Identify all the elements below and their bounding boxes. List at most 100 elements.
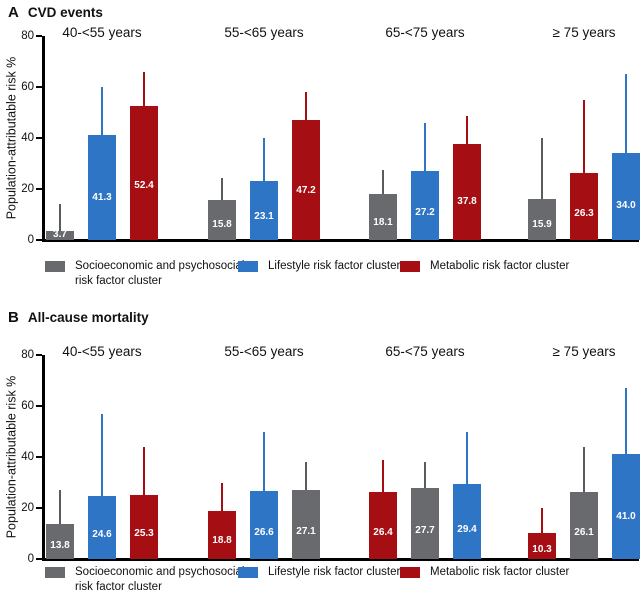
bar-lifestyle: [612, 454, 640, 559]
age-group-label: 65-<75 years: [385, 344, 465, 359]
legend-swatch-metabolic: [400, 567, 420, 578]
bar-value-label: 26.1: [574, 527, 594, 539]
legend-label: Metabolic risk factor cluster: [430, 260, 570, 272]
error-bar: [541, 138, 543, 200]
y-tick-label: 20: [21, 183, 34, 195]
bar-value-label: 25.3: [134, 527, 154, 539]
legend-swatch-metabolic: [400, 261, 420, 272]
error-bar: [143, 71, 145, 107]
bar-lifestyle: [612, 153, 640, 240]
bar-cluster: 13.8 24.6 25.3: [46, 355, 158, 559]
y-tick-mark: [36, 507, 42, 509]
bar-lifestyle: [453, 484, 481, 559]
bar-value-label: 18.8: [212, 534, 232, 546]
bar-value-label: 27.2: [415, 206, 435, 218]
bar-value-label: 41.3: [92, 191, 112, 203]
y-tick-mark: [36, 456, 42, 458]
bar-value-label: 41.0: [616, 511, 636, 523]
error-bar: [466, 431, 468, 485]
bar-value-label: 18.1: [373, 216, 393, 228]
bar-value-label: 27.1: [296, 525, 316, 537]
bar-socioeconomic: [46, 523, 74, 559]
bar-slot-metabolic: 52.4: [130, 36, 158, 240]
y-tick-label: 20: [21, 502, 34, 514]
panel-cvd-events: A CVD events Population-attributable ris…: [0, 4, 640, 295]
bar-cluster: 18.1 27.2 37.8: [369, 36, 481, 240]
bar-slot-socioeconomic: 15.8: [208, 36, 236, 240]
y-tick-mark: [36, 239, 42, 241]
error-bar: [59, 490, 61, 524]
y-tick-label: 80: [21, 30, 34, 42]
bar-value-label: 15.9: [532, 218, 552, 230]
error-bar: [263, 138, 265, 182]
error-bar: [541, 508, 543, 533]
bar-slot-lifestyle: 24.6: [88, 355, 116, 559]
bar-slot-socioeconomic: 15.9: [528, 36, 556, 240]
error-bar: [221, 482, 223, 512]
bar-metabolic: [130, 494, 158, 559]
bar-slot-socioeconomic: 27.7: [411, 355, 439, 559]
y-tick-mark: [36, 35, 42, 37]
bar-value-label: 15.8: [212, 219, 232, 231]
bar-lifestyle: [88, 496, 116, 559]
bar-slot-lifestyle: 27.2: [411, 36, 439, 240]
bar-socioeconomic: [528, 199, 556, 240]
legend-item-metabolic: Metabolic risk factor cluster: [400, 565, 569, 580]
y-tick-label: 80: [21, 349, 34, 361]
age-group: 65-<75 years 26.4 27.7 29.4: [369, 344, 481, 559]
y-tick-mark: [36, 137, 42, 139]
error-bar: [382, 169, 384, 194]
bar-slot-metabolic: 18.8: [208, 355, 236, 559]
error-bar: [59, 204, 61, 231]
bar-slot-socioeconomic: 3.7: [46, 36, 74, 240]
bar-socioeconomic: [292, 489, 320, 559]
legend-label: Lifestyle risk factor cluster: [268, 566, 401, 578]
panel-title-text: CVD events: [27, 5, 103, 20]
bar-metabolic: [528, 532, 556, 559]
error-bar: [382, 459, 384, 492]
plot-area: 40-<55 years 13.8 24.6 25.3 55-<65 years 18.8…: [42, 344, 640, 561]
bar-value-label: 34.0: [616, 199, 636, 211]
bar-value-label: 26.4: [373, 526, 393, 538]
age-group: 55-<65 years 18.8 26.6 27.1: [208, 344, 320, 559]
y-tick-mark: [36, 558, 42, 560]
bar-lifestyle: [250, 491, 278, 559]
plot-area: 40-<55 years 3.7 41.3 52.4 55-<65 years 15.8 2…: [42, 25, 640, 242]
bar-cluster: 18.8 26.6 27.1: [208, 355, 320, 559]
bar-slot-lifestyle: 41.0: [612, 355, 640, 559]
age-group: 40-<55 years 13.8 24.6 25.3: [46, 344, 158, 559]
x-axis-line: [42, 558, 639, 561]
age-group-label: ≥ 75 years: [552, 344, 616, 359]
y-tick-label: 0: [27, 553, 34, 565]
bar-value-label: 10.3: [532, 543, 552, 555]
bar-value-label: 26.3: [574, 207, 594, 219]
bar-slot-lifestyle: 23.1: [250, 36, 278, 240]
bar-slot-socioeconomic: 18.1: [369, 36, 397, 240]
legend-label: Lifestyle risk factor cluster: [268, 260, 401, 272]
legend: Socioeconomic and psychosocial risk facto…: [0, 259, 640, 295]
bar-socioeconomic: [208, 199, 236, 240]
legend-label: Metabolic risk factor cluster: [430, 566, 570, 578]
legend-item-socioeconomic: Socioeconomic and psychosocial risk facto…: [45, 565, 244, 595]
y-axis: 0 20 40 60 80: [0, 349, 42, 565]
bar-slot-socioeconomic: 27.1: [292, 355, 320, 559]
bar-slot-metabolic: 10.3: [528, 355, 556, 559]
error-bar: [263, 431, 265, 492]
bar-value-label: 29.4: [457, 523, 477, 535]
y-tick-mark: [36, 354, 42, 356]
bar-slot-metabolic: 47.2: [292, 36, 320, 240]
panel-title: B All-cause mortality: [8, 309, 149, 326]
legend-item-lifestyle: Lifestyle risk factor cluster: [238, 259, 400, 274]
error-bar: [583, 99, 585, 173]
bar-metabolic: [130, 106, 158, 240]
error-bar: [625, 388, 627, 455]
x-axis-line: [42, 239, 639, 242]
error-bar: [466, 116, 468, 144]
bar-value-label: 23.1: [254, 211, 274, 223]
legend-item-metabolic: Metabolic risk factor cluster: [400, 259, 569, 274]
panel-title-text: All-cause mortality: [27, 310, 149, 325]
y-tick-mark: [36, 405, 42, 407]
bar-lifestyle: [88, 134, 116, 240]
age-group-label: ≥ 75 years: [552, 25, 616, 40]
error-bar: [101, 413, 103, 497]
